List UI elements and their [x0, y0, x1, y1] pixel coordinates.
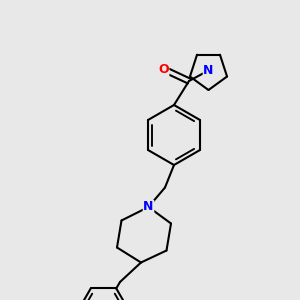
Text: N: N: [143, 200, 154, 214]
Text: O: O: [158, 62, 169, 76]
Text: N: N: [203, 64, 214, 77]
